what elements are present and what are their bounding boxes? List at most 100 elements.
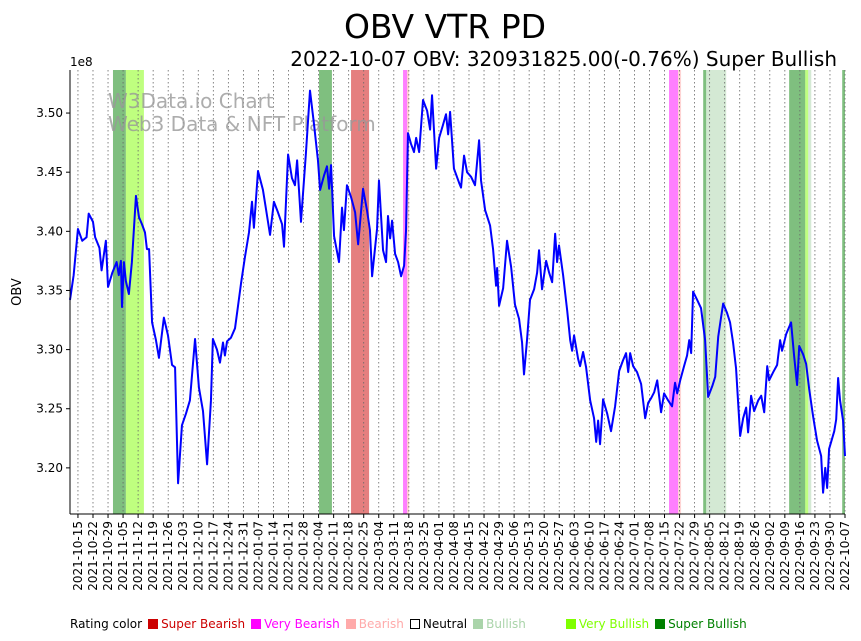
x-tick-label: 2022-03-04 xyxy=(372,521,386,591)
y-tick-label: 3.45 xyxy=(36,165,63,179)
rating-band xyxy=(808,70,812,514)
x-tick-label: 2021-12-17 xyxy=(206,521,220,591)
y-tick-label: 3.35 xyxy=(36,283,63,297)
x-tick-label: 2022-01-28 xyxy=(297,521,311,591)
x-tick-label: 2022-01-21 xyxy=(282,521,296,591)
x-tick-label: 2021-12-10 xyxy=(191,521,205,591)
rating-bands xyxy=(112,70,845,514)
x-tick-label: 2022-06-10 xyxy=(582,521,596,591)
legend-swatch xyxy=(251,619,262,629)
legend-item: Bullish xyxy=(473,617,526,631)
x-tick-label: 2022-04-15 xyxy=(462,521,476,591)
x-tick-label: 2022-04-29 xyxy=(492,521,506,591)
rating-band xyxy=(319,70,332,514)
x-tick-label: 2022-05-27 xyxy=(552,521,566,591)
x-tick-label: 2022-03-18 xyxy=(402,521,416,591)
rating-band xyxy=(706,70,727,514)
x-tick-label: 2022-07-08 xyxy=(642,521,656,591)
y-tick-label: 3.30 xyxy=(36,343,63,357)
x-tick-label: 2022-01-07 xyxy=(251,521,265,591)
x-tick-label: 2022-02-11 xyxy=(327,521,341,591)
obv-series xyxy=(69,89,846,494)
legend-item: Bearish xyxy=(345,617,404,631)
x-tick-label: 2022-08-05 xyxy=(703,521,717,591)
y-multiplier: 1e8 xyxy=(70,55,93,69)
legend-label: Very Bearish xyxy=(264,617,340,631)
legend-title: Rating color xyxy=(70,617,143,631)
x-tick-label: 2022-06-17 xyxy=(597,521,611,591)
obv-line xyxy=(69,89,846,494)
legend-label: Super Bullish xyxy=(668,617,747,631)
legend-swatch xyxy=(409,619,420,629)
x-tick-label: 2022-05-13 xyxy=(522,521,536,591)
legend-swatch xyxy=(345,619,356,629)
legend-item: Super Bearish xyxy=(148,617,245,631)
legend-swatch xyxy=(565,619,576,629)
legend-swatch xyxy=(655,619,666,629)
x-tick-label: 2022-09-30 xyxy=(823,521,837,591)
legend-swatch xyxy=(473,619,484,629)
rating-band xyxy=(125,70,144,514)
x-tick-label: 2022-09-16 xyxy=(793,521,807,591)
chart-title: OBV VTR PD xyxy=(344,7,546,46)
legend-item: Very Bullish xyxy=(565,617,650,631)
x-tick-label: 2022-04-22 xyxy=(477,521,491,591)
rating-band xyxy=(805,70,809,514)
legend-label: Very Bullish xyxy=(578,617,650,631)
x-tick-label: 2022-06-24 xyxy=(612,521,626,591)
legend-item: Neutral xyxy=(409,617,468,631)
x-ticks: 2021-10-15 2021-10-22 2021-10-29 2021-11-05… xyxy=(71,514,852,591)
watermark-line-2: Web3 Data & NFT Platform xyxy=(108,112,376,136)
x-tick-label: 2022-09-02 xyxy=(763,521,777,591)
grid-lines xyxy=(77,70,846,514)
x-tick-label: 2021-12-31 xyxy=(236,521,250,591)
x-tick-label: 2021-11-26 xyxy=(161,521,175,591)
x-tick-label: 2022-06-03 xyxy=(567,521,581,591)
legend-item: Super Bullish xyxy=(655,617,747,631)
x-tick-label: 2022-02-04 xyxy=(312,521,326,591)
y-tick-label: 3.40 xyxy=(36,224,63,238)
x-tick-label: 2022-04-01 xyxy=(432,521,446,591)
x-tick-label: 2021-11-05 xyxy=(116,521,130,591)
watermark-line-1: W3Data.io Chart xyxy=(108,89,274,113)
x-tick-label: 2021-11-12 xyxy=(131,521,145,591)
x-tick-label: 2022-09-23 xyxy=(808,521,822,591)
y-tick-label: 3.20 xyxy=(36,461,63,475)
x-tick-label: 2022-08-19 xyxy=(733,521,747,591)
x-tick-label: 2022-08-26 xyxy=(748,521,762,591)
x-tick-label: 2021-11-19 xyxy=(146,521,160,591)
y-tick-label: 3.50 xyxy=(36,106,63,120)
x-tick-label: 2022-03-25 xyxy=(417,521,431,591)
x-tick-label: 2021-12-03 xyxy=(176,521,190,591)
rating-band xyxy=(789,70,806,514)
x-tick-label: 2021-10-15 xyxy=(71,521,85,591)
rating-band xyxy=(703,70,707,514)
rating-band xyxy=(678,70,682,514)
legend-label: Super Bearish xyxy=(161,617,246,631)
rating-band xyxy=(403,70,408,514)
x-tick-label: 2022-07-15 xyxy=(658,521,672,591)
rating-band xyxy=(112,70,126,514)
legend-label: Bullish xyxy=(486,617,526,631)
x-tick-label: 2022-01-14 xyxy=(266,521,280,591)
legend-item: Very Bearish xyxy=(251,617,340,631)
rating-band xyxy=(351,70,370,514)
legend-swatch xyxy=(148,619,159,629)
rating-band xyxy=(842,70,845,514)
x-tick-label: 2022-02-25 xyxy=(357,521,371,591)
y-tick-label: 3.25 xyxy=(36,402,63,416)
x-tick-label: 2021-10-29 xyxy=(101,521,115,591)
rating-legend: Rating color Super Bearish Very Bearish Be… xyxy=(70,617,753,631)
chart-subtitle: 2022-10-07 OBV: 320931825.00(-0.76%) Sup… xyxy=(290,47,837,71)
x-tick-label: 2022-04-08 xyxy=(447,521,461,591)
legend-label: Neutral xyxy=(422,617,468,631)
x-tick-label: 2022-05-20 xyxy=(537,521,551,591)
x-tick-label: 2022-10-07 xyxy=(838,521,852,591)
x-tick-label: 2022-05-06 xyxy=(507,521,521,591)
x-tick-label: 2022-07-22 xyxy=(673,521,687,591)
legend-label: Bearish xyxy=(358,617,404,631)
y-axis-label: OBV xyxy=(10,278,25,306)
rating-band xyxy=(407,70,410,514)
